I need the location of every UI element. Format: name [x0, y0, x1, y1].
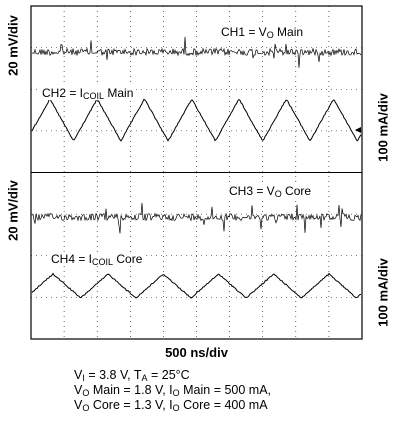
channel-label-ch2: CH2 = ICOIL Main: [41, 86, 135, 101]
y-axis-label-ch3: 20 mV/div: [5, 180, 21, 241]
condition-line-2: VO Main = 1.8 V, IO Main = 500 mA,: [74, 383, 272, 398]
channel-label-ch3: CH3 = VO Core: [228, 184, 313, 199]
y-axis-label-ch2: 100 mA/div: [375, 93, 391, 162]
trigger-marker-icon: [355, 127, 361, 133]
trace-ch3: [31, 202, 362, 234]
traces: [31, 36, 362, 299]
trace-ch4: [31, 272, 361, 299]
trace-ch2: [31, 97, 362, 142]
y-axis-label-ch4: 100 mA/div: [375, 258, 391, 327]
trace-ch1: [31, 36, 362, 68]
y-axis-label-ch1: 20 mV/div: [5, 15, 21, 76]
condition-line-3: VO Core = 1.3 V, IO Core = 400 mA: [74, 398, 268, 413]
condition-line-1: VI = 3.8 V, TA = 25°C: [74, 368, 190, 383]
test-conditions: VI = 3.8 V, TA = 25°C VO Main = 1.8 V, I…: [74, 368, 271, 413]
x-axis-label: 500 ns/div: [165, 345, 228, 360]
channel-label-ch1: CH1 = VO Main: [220, 25, 305, 40]
channel-label-ch4: CH4 = ICOIL Core: [50, 252, 144, 267]
